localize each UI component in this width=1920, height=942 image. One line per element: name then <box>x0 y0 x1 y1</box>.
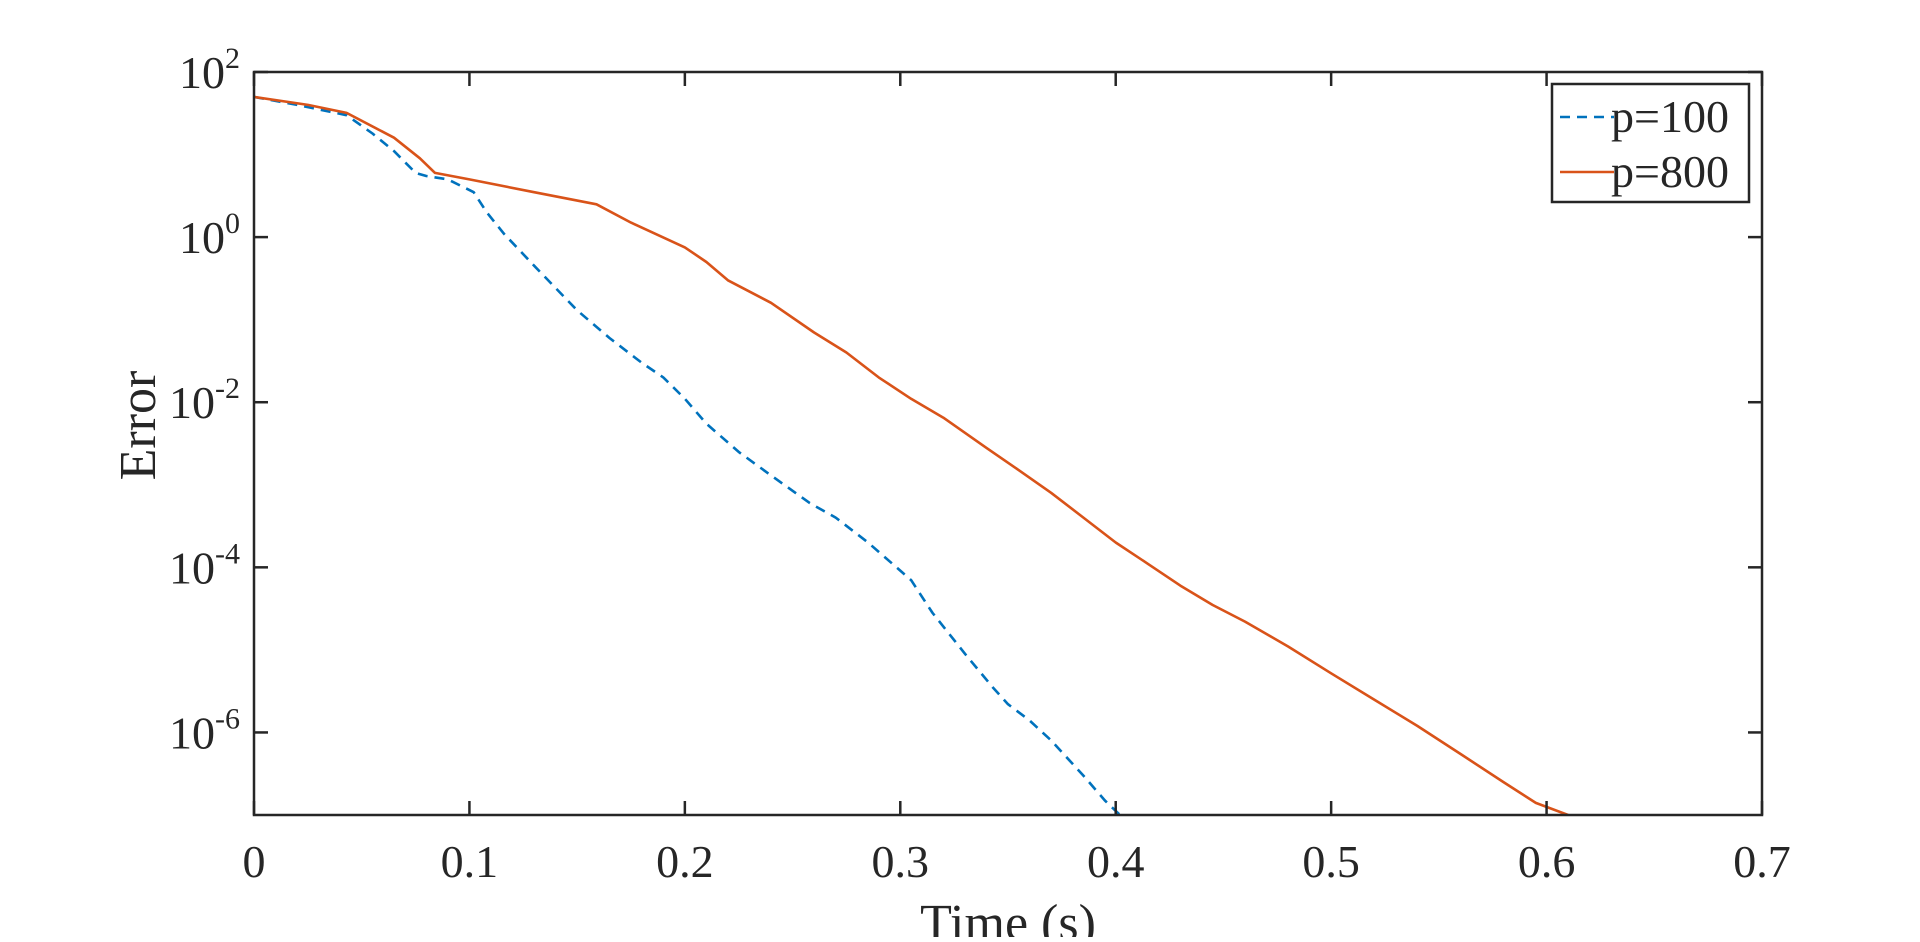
y-axis-label: Error <box>110 371 167 481</box>
legend-label-p100: p=100 <box>1611 91 1729 142</box>
x-axis-label: Time (s) <box>920 895 1096 937</box>
series-line-p100 <box>254 95 1121 815</box>
axis-ticks: 0 0.1 0.2 0.3 0.4 0.5 0.6 0.7 102 100 10-2 10-4 10-6 <box>169 42 1791 887</box>
plot-frame <box>252 70 1764 817</box>
x-tick-label: 0 <box>243 836 266 887</box>
x-tick-label: 0.1 <box>441 836 499 887</box>
y-tick-label: 10-4 <box>169 537 240 593</box>
legend-label-p800: p=800 <box>1611 146 1729 197</box>
x-tick-label: 0.6 <box>1518 836 1576 887</box>
x-tick-label: 0.2 <box>656 836 714 887</box>
legend-box <box>1550 82 1751 204</box>
y-tick-label: 10-2 <box>169 372 240 428</box>
y-tick-label: 100 <box>179 207 240 263</box>
y-tick-label: 102 <box>179 42 240 98</box>
series-line-p800 <box>254 95 1569 815</box>
legend: p=100 p=800 <box>1550 82 1751 204</box>
x-tick-label: 0.7 <box>1733 836 1791 887</box>
plot-marks <box>254 95 1569 815</box>
x-tick-label: 0.3 <box>872 836 930 887</box>
x-tick-label: 0.4 <box>1087 836 1145 887</box>
y-tick-label: 10-6 <box>169 702 240 758</box>
x-tick-label: 0.5 <box>1302 836 1360 887</box>
